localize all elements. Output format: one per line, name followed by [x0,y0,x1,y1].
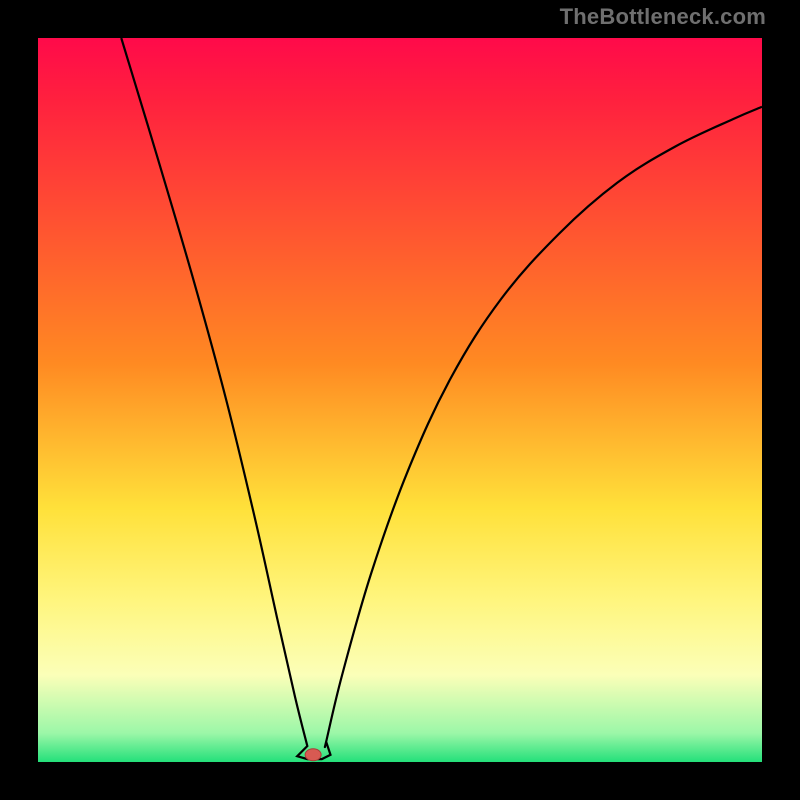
minimum-marker [305,749,321,761]
curve-layer [0,0,800,800]
chart-outer-frame: TheBottleneck.com [0,0,800,800]
watermark-text: TheBottleneck.com [560,4,766,30]
bottleneck-curve [121,38,762,759]
